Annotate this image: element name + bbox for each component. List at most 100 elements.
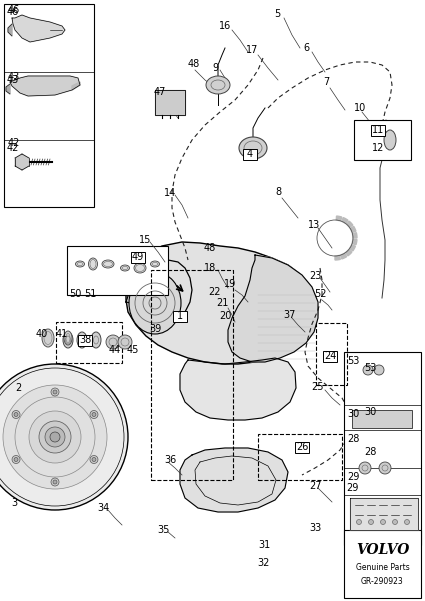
Ellipse shape — [206, 76, 230, 94]
Bar — [371, 124, 385, 135]
Polygon shape — [8, 24, 12, 36]
Polygon shape — [126, 242, 318, 364]
Polygon shape — [352, 233, 357, 238]
Text: 52: 52 — [314, 289, 326, 299]
Circle shape — [51, 388, 59, 396]
Ellipse shape — [88, 258, 97, 270]
Text: 39: 39 — [149, 324, 161, 334]
Ellipse shape — [77, 332, 87, 348]
Text: 4: 4 — [247, 149, 253, 159]
Text: 25: 25 — [312, 382, 324, 392]
Text: 51: 51 — [84, 289, 96, 299]
Text: 50: 50 — [69, 289, 81, 299]
Circle shape — [106, 335, 120, 349]
Ellipse shape — [239, 137, 267, 159]
Text: 22: 22 — [209, 287, 221, 297]
Bar — [4, 4, 94, 207]
Ellipse shape — [150, 261, 159, 267]
Circle shape — [405, 519, 410, 525]
Text: Genuine Parts: Genuine Parts — [356, 564, 409, 573]
Text: 36: 36 — [164, 455, 176, 465]
Polygon shape — [352, 239, 357, 245]
Text: 1: 1 — [177, 311, 183, 321]
Text: 42: 42 — [7, 143, 20, 153]
Circle shape — [92, 457, 96, 462]
Text: 40: 40 — [36, 329, 48, 339]
Circle shape — [92, 412, 96, 416]
Circle shape — [53, 390, 57, 394]
Text: 8: 8 — [275, 187, 281, 197]
Text: 34: 34 — [97, 503, 109, 513]
Circle shape — [380, 519, 385, 525]
Text: 43: 43 — [8, 72, 20, 82]
Text: VOLVO: VOLVO — [356, 543, 409, 557]
Bar — [67, 246, 168, 295]
Circle shape — [51, 478, 59, 486]
Polygon shape — [228, 255, 318, 362]
Circle shape — [374, 365, 384, 375]
Circle shape — [14, 412, 18, 416]
Circle shape — [14, 457, 18, 462]
Text: 15: 15 — [139, 235, 151, 245]
Text: 33: 33 — [309, 523, 321, 533]
Circle shape — [90, 410, 98, 418]
Polygon shape — [335, 255, 340, 260]
Bar — [354, 120, 411, 160]
Ellipse shape — [384, 130, 396, 150]
Text: 49: 49 — [132, 252, 144, 262]
Polygon shape — [350, 498, 418, 530]
Polygon shape — [346, 221, 353, 227]
Ellipse shape — [91, 332, 101, 348]
Bar — [56, 322, 122, 363]
Text: 45: 45 — [127, 345, 139, 355]
Circle shape — [39, 421, 71, 453]
Text: 26: 26 — [296, 442, 308, 452]
Text: 14: 14 — [164, 188, 176, 198]
Circle shape — [12, 410, 20, 418]
Circle shape — [393, 519, 397, 525]
Circle shape — [357, 519, 362, 525]
Text: 12: 12 — [372, 143, 384, 153]
Bar — [323, 350, 337, 361]
Text: 42: 42 — [8, 138, 20, 148]
Circle shape — [90, 456, 98, 463]
Bar — [151, 270, 233, 480]
Text: 48: 48 — [204, 243, 216, 253]
Polygon shape — [342, 218, 348, 224]
Ellipse shape — [64, 331, 72, 345]
Text: 21: 21 — [216, 298, 228, 308]
Bar — [131, 251, 145, 263]
Circle shape — [379, 462, 391, 474]
Polygon shape — [15, 154, 29, 170]
Text: 10: 10 — [354, 103, 366, 113]
Text: 16: 16 — [219, 21, 231, 31]
Text: 24: 24 — [324, 351, 336, 361]
Ellipse shape — [129, 272, 181, 334]
Polygon shape — [340, 253, 347, 259]
Circle shape — [0, 364, 128, 510]
Text: 44: 44 — [109, 345, 121, 355]
Ellipse shape — [134, 263, 146, 273]
Circle shape — [118, 335, 132, 349]
Polygon shape — [350, 227, 356, 233]
Text: 5: 5 — [274, 9, 280, 19]
Ellipse shape — [121, 265, 130, 271]
Bar — [258, 434, 342, 480]
Text: 53: 53 — [347, 356, 360, 366]
Ellipse shape — [63, 332, 73, 348]
Polygon shape — [6, 84, 10, 94]
Text: 37: 37 — [284, 310, 296, 320]
Bar — [344, 530, 421, 598]
Text: 2: 2 — [15, 383, 21, 393]
Circle shape — [359, 462, 371, 474]
Circle shape — [53, 480, 57, 484]
Text: 9: 9 — [212, 63, 218, 73]
Text: 43: 43 — [7, 75, 19, 85]
Circle shape — [368, 519, 374, 525]
Text: 46: 46 — [8, 5, 20, 15]
Text: 35: 35 — [158, 525, 170, 535]
Text: 11: 11 — [372, 125, 384, 135]
Text: 32: 32 — [258, 558, 270, 568]
Text: 28: 28 — [347, 434, 360, 444]
Text: 19: 19 — [224, 279, 236, 289]
